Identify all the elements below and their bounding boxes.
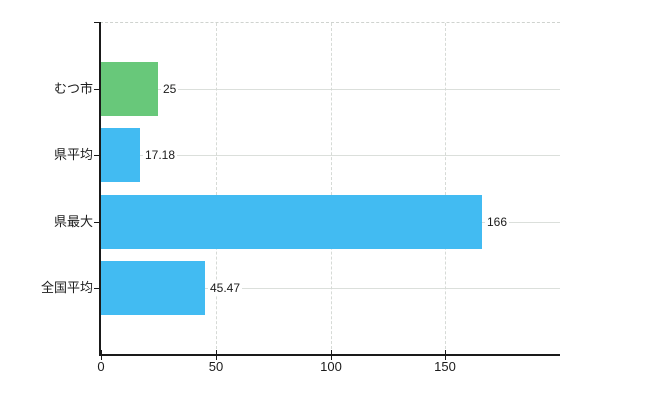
gridline-horizontal xyxy=(100,155,560,156)
plot-top-border xyxy=(100,22,560,23)
y-axis-tick xyxy=(94,288,100,289)
bar xyxy=(101,128,140,182)
y-axis-tick xyxy=(94,155,100,156)
gridline-horizontal xyxy=(100,288,560,289)
bar-value-label: 17.18 xyxy=(143,147,178,163)
category-label: 県平均 xyxy=(53,147,93,162)
x-axis-tick xyxy=(216,350,217,360)
gridline-vertical xyxy=(445,23,446,354)
gridline-horizontal xyxy=(100,89,560,90)
category-label: むつ市 xyxy=(53,81,93,96)
y-axis-tick xyxy=(94,89,100,90)
bar-value-label: 45.47 xyxy=(208,280,243,296)
bar xyxy=(101,62,158,116)
y-axis-tick xyxy=(94,222,100,223)
y-axis-tick xyxy=(94,22,100,23)
x-axis-line xyxy=(99,354,560,356)
bar xyxy=(101,261,205,315)
bar-value-label: 25 xyxy=(161,81,179,97)
x-axis-tick xyxy=(101,350,102,360)
bar-value-label: 166 xyxy=(485,214,510,230)
x-axis-tick xyxy=(445,350,446,360)
x-tick-label: 150 xyxy=(434,359,456,374)
bar xyxy=(101,195,482,249)
gridline-vertical xyxy=(216,23,217,354)
y-axis-line xyxy=(99,22,101,355)
category-label: 県最大 xyxy=(53,214,93,229)
x-tick-label: 50 xyxy=(208,359,224,374)
category-label: 全国平均 xyxy=(40,280,93,295)
x-tick-label: 100 xyxy=(320,359,342,374)
gridline-vertical xyxy=(331,23,332,354)
x-tick-label: 0 xyxy=(97,359,105,374)
x-axis-tick xyxy=(331,350,332,360)
